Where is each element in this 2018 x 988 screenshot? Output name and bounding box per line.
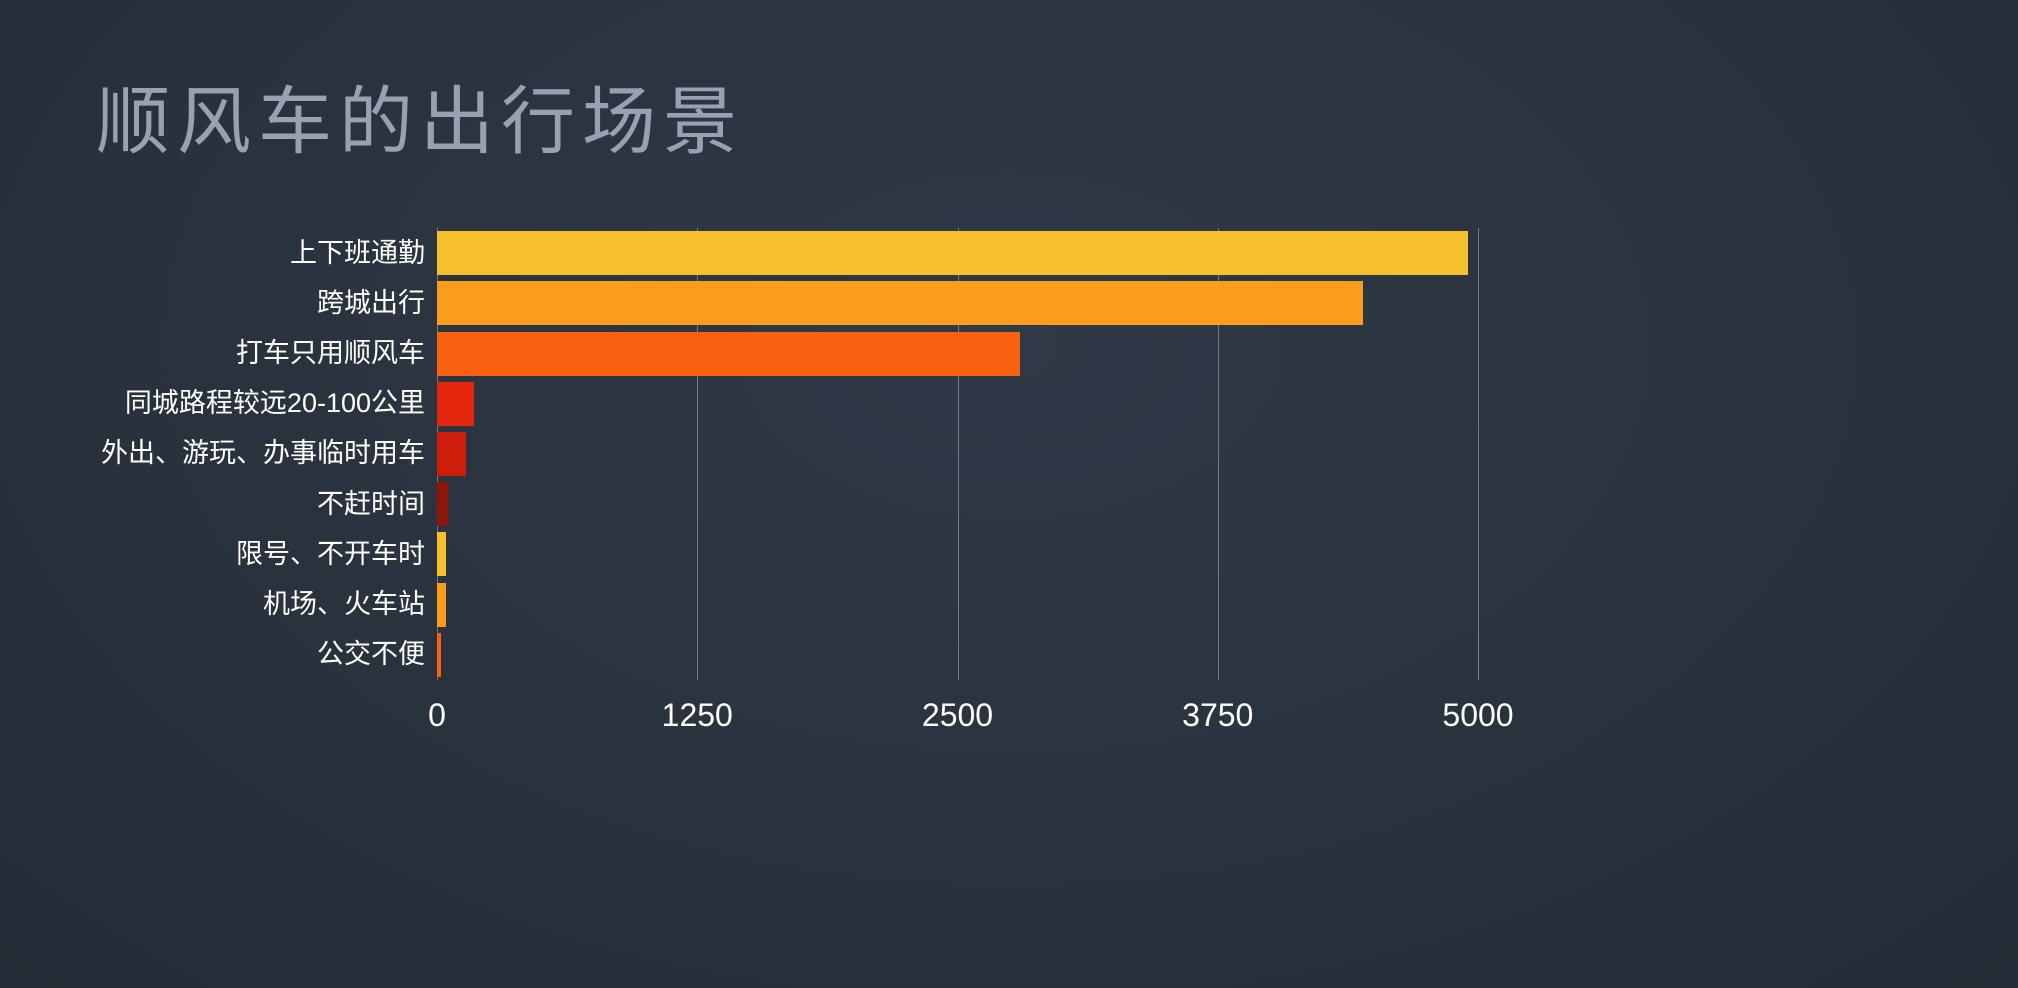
- gridline: [1217, 228, 1219, 680]
- bar-row: 上下班通勤: [290, 228, 1478, 278]
- bar: [437, 381, 475, 426]
- x-tick-label: 5000: [1442, 697, 1514, 733]
- bar-row: 限号、不开车时: [236, 529, 1478, 579]
- bar: [437, 632, 442, 677]
- x-tick-label: 1250: [661, 697, 733, 733]
- bar-row: 跨城出行: [317, 278, 1478, 328]
- chart-title: 顺风车的出行场景: [96, 80, 744, 163]
- bar-label: 机场、火车站: [263, 589, 425, 620]
- gridline: [957, 228, 959, 680]
- gridline: [1478, 228, 1479, 680]
- bar: [437, 281, 1364, 326]
- bar: [437, 331, 1020, 376]
- bar-label: 公交不便: [317, 639, 425, 670]
- bar-row: 公交不便: [317, 630, 1478, 680]
- bar-label: 打车只用顺风车: [236, 338, 425, 369]
- bar: [437, 231, 1468, 276]
- bar: [437, 532, 447, 577]
- bar: [437, 482, 449, 527]
- bar-row: 打车只用顺风车: [236, 328, 1478, 378]
- bar-label: 跨城出行: [317, 287, 425, 318]
- x-tick-label: 0: [428, 697, 446, 733]
- bar-rows: 上下班通勤跨城出行打车只用顺风车同城路程较远20-100公里外出、游玩、办事临时…: [101, 228, 1478, 680]
- bar-label: 同城路程较远20-100公里: [124, 388, 425, 419]
- bar-row: 机场、火车站: [263, 580, 1478, 630]
- gridline: [697, 228, 699, 680]
- bar-chart-plot-area: 上下班通勤跨城出行打车只用顺风车同城路程较远20-100公里外出、游玩、办事临时…: [101, 228, 1479, 680]
- x-tick-label: 2500: [921, 697, 994, 733]
- bar-row: 外出、游玩、办事临时用车: [101, 429, 1478, 479]
- bar-label: 限号、不开车时: [236, 538, 425, 569]
- bar: [437, 431, 467, 476]
- bar-row: 同城路程较远20-100公里: [125, 379, 1478, 429]
- x-axis: 0 1250 2500 3750 5000: [428, 696, 1513, 742]
- bar: [437, 582, 447, 627]
- x-tick-label: 3750: [1182, 697, 1254, 733]
- bar-row: 不赶时间: [317, 479, 1478, 529]
- bar-label: 不赶时间: [317, 488, 425, 519]
- bar-label: 外出、游玩、办事临时用车: [101, 438, 425, 469]
- bar-label: 上下班通勤: [290, 237, 425, 268]
